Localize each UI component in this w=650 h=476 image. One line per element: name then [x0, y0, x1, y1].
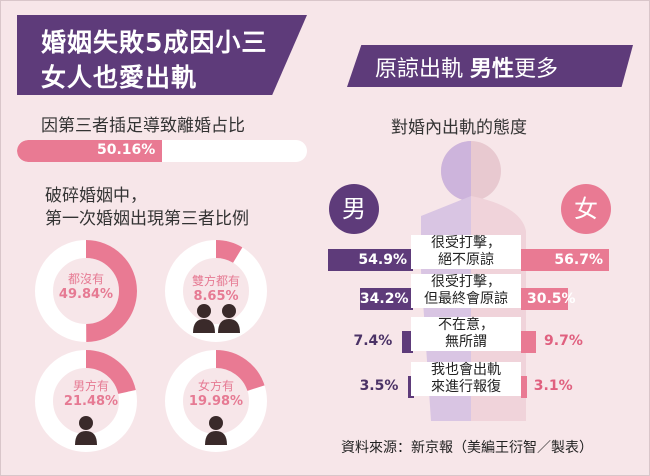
- banner-title-pre: 原諒出軌: [375, 57, 464, 82]
- donut-label-male: 男方有 21.48%: [46, 379, 136, 409]
- attitude-category-3: 我也會出軌 來進行報復: [411, 362, 521, 396]
- donut-label-female-name: 女方有: [197, 379, 234, 393]
- donut-slice-male: [35, 350, 137, 452]
- donut-slice-female: [165, 350, 267, 452]
- person-icon: [218, 304, 240, 333]
- donut-label-none-name: 都沒有: [67, 272, 104, 286]
- male-bar-3: [407, 376, 414, 398]
- female-bar-2: [521, 331, 537, 353]
- source-credit: 資料來源：新京報（美編王衍智／製表）: [341, 440, 593, 456]
- person-icon: [205, 416, 227, 445]
- donut-label-none: 都沒有 49.84%: [41, 272, 131, 302]
- donut-label-both: 雙方都有 8.65%: [171, 274, 261, 304]
- banner-title-post: 更多: [514, 57, 559, 82]
- donut-slice-none: [35, 240, 137, 342]
- male-icon: 男: [329, 184, 379, 234]
- person-icon: [75, 416, 97, 445]
- divorce-section-title: 因第三者插足導致離婚占比: [41, 116, 245, 136]
- attitude-category-line: 無所謂: [445, 334, 487, 350]
- male-bar-0: 54.9%: [327, 249, 413, 271]
- broken-section-title-line1: 破碎婚姻中，: [45, 186, 147, 206]
- attitude-title-banner: 原諒出軌 男性更多: [347, 45, 633, 87]
- divorce-bar-fill: [17, 140, 163, 162]
- female-bar-3: [521, 376, 527, 398]
- main-title-banner: 婚姻失敗5成因小三 女人也愛出軌: [17, 15, 307, 95]
- donut-label-both-name: 雙方都有: [191, 274, 240, 288]
- donut-slice-both: [165, 240, 267, 342]
- attitude-category-line: 來進行報復: [431, 379, 501, 395]
- attitude-category-line: 我也會出軌: [431, 362, 501, 378]
- attitude-category-line: 很受打擊，: [431, 235, 501, 251]
- attitude-banner-title: 原諒出軌 男性更多: [375, 51, 558, 83]
- attitude-category-2: 不在意， 無所謂: [411, 317, 521, 351]
- attitude-category-line: 但最終會原諒: [424, 291, 508, 307]
- female-bar-0: 56.7%: [521, 249, 609, 271]
- male-value-2: 7.4%: [353, 333, 393, 349]
- donut-label-male-name: 男方有: [72, 379, 109, 393]
- female-icon: 女: [561, 184, 611, 234]
- divorce-bar-label: 50.16%: [97, 142, 156, 158]
- donut-label-both-value: 8.65%: [193, 289, 239, 304]
- male-value-3: 3.5%: [359, 378, 399, 394]
- main-title-line1: 婚姻失敗5成因小三: [41, 28, 268, 57]
- broken-section-title-line2: 第一次婚姻出現第三者比例: [45, 209, 249, 229]
- main-title-line2: 女人也愛出軌: [41, 63, 198, 92]
- male-bar-1: 34.2%: [359, 288, 413, 310]
- attitude-category-1: 很受打擊， 但最終會原諒: [411, 274, 521, 308]
- donut-label-male-value: 21.48%: [63, 394, 119, 409]
- male-bar-2: [401, 331, 413, 353]
- female-value-3: 3.1%: [533, 378, 573, 394]
- attitude-section-title: 對婚內出軌的態度: [391, 118, 527, 138]
- attitude-category-line: 不在意，: [438, 317, 494, 333]
- banner-title-bold: 男性: [470, 57, 515, 82]
- attitude-category-line: 絕不原諒: [438, 252, 494, 268]
- male-head-shape: [441, 141, 471, 201]
- female-bar-1: 30.5%: [521, 288, 576, 310]
- donut-label-female: 女方有 19.98%: [171, 379, 261, 409]
- female-value-2: 9.7%: [544, 333, 583, 349]
- donut-label-none-value: 49.84%: [58, 287, 114, 302]
- donut-label-female-value: 19.98%: [188, 394, 244, 409]
- attitude-category-0: 很受打擊， 絕不原諒: [411, 235, 521, 269]
- person-icon: [193, 304, 215, 333]
- attitude-category-line: 很受打擊，: [431, 274, 501, 290]
- divorce-bar-track: 50.16%: [17, 140, 307, 162]
